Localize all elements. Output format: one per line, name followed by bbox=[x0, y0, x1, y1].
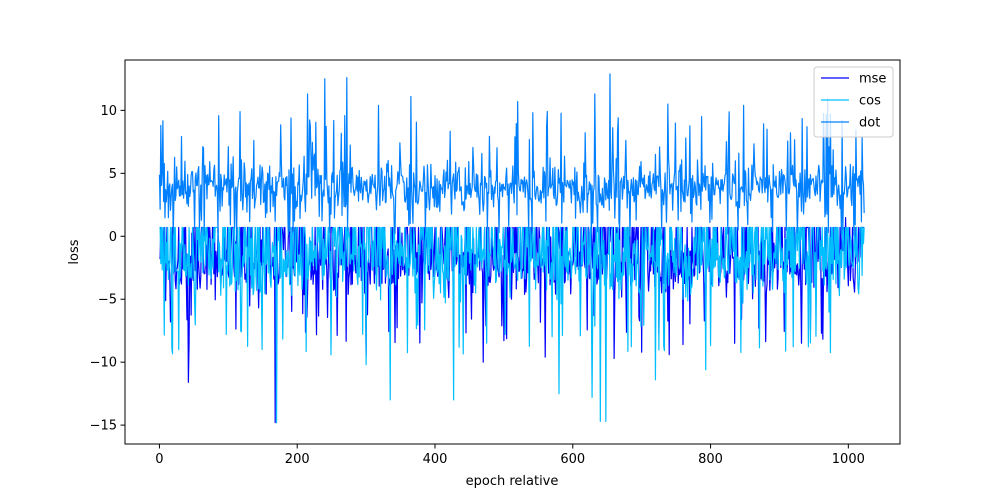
y-tick-label: −10 bbox=[90, 356, 117, 371]
legend-label-cos: cos bbox=[859, 94, 881, 109]
y-axis: −15 −10 −5 0 5 10 bbox=[90, 104, 125, 434]
series-layer bbox=[158, 73, 865, 424]
legend-label-mse: mse bbox=[859, 72, 886, 87]
x-tick-label: 600 bbox=[560, 452, 585, 467]
x-tick-label: 0 bbox=[155, 452, 163, 467]
series-line-mse bbox=[159, 216, 865, 424]
x-tick-label: 1000 bbox=[832, 452, 865, 467]
legend-box bbox=[813, 66, 894, 138]
y-tick-label: 10 bbox=[100, 104, 117, 119]
x-tick-label: 800 bbox=[698, 452, 723, 467]
x-axis: 0 200 400 600 800 1000 bbox=[155, 444, 865, 467]
y-tick-label: 5 bbox=[109, 167, 117, 182]
y-tick-label: 0 bbox=[109, 230, 117, 245]
y-axis-label: loss bbox=[67, 239, 82, 264]
y-tick-label: −15 bbox=[90, 419, 117, 434]
legend: mse cos dot bbox=[813, 66, 894, 138]
x-tick-label: 400 bbox=[423, 452, 448, 467]
y-tick-label: −5 bbox=[98, 293, 117, 308]
x-axis-label: epoch relative bbox=[466, 474, 559, 489]
series-line-dot bbox=[158, 73, 865, 237]
x-tick-label: 200 bbox=[285, 452, 310, 467]
plot-frame bbox=[124, 59, 901, 445]
legend-label-dot: dot bbox=[859, 116, 880, 131]
series-line-cos bbox=[159, 226, 865, 424]
